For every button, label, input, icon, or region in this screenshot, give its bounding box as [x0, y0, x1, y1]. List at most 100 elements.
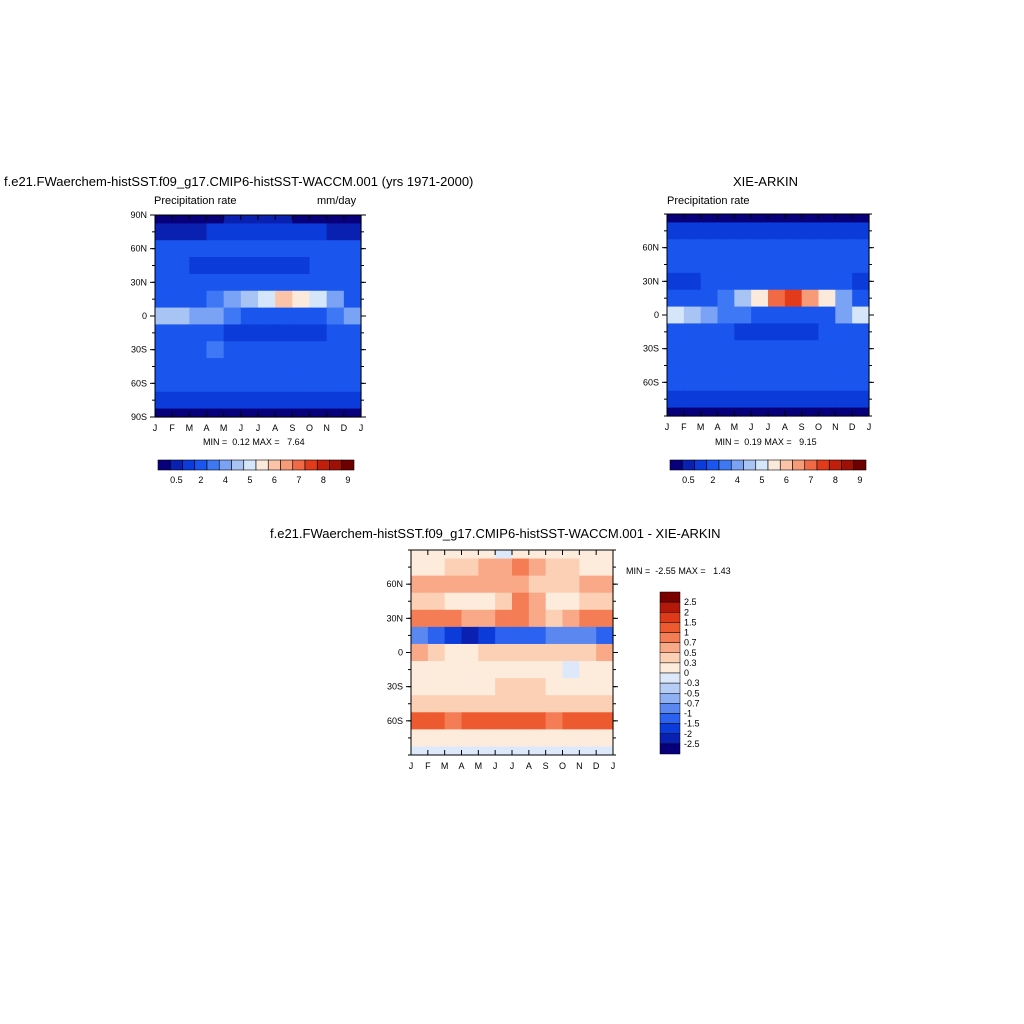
heat-cell [155, 223, 173, 241]
heat-cell [461, 558, 479, 577]
heat-cell [461, 643, 479, 662]
heat-cell [240, 391, 259, 410]
heat-cell [427, 695, 446, 713]
colorbar-swatch [743, 459, 757, 471]
heat-cell [751, 256, 769, 274]
heat-cell [495, 643, 513, 662]
heat-cell [258, 273, 276, 292]
heat-cell [223, 374, 242, 393]
heat-cell [528, 729, 547, 748]
heat-cell [683, 239, 702, 257]
heat-cell [495, 550, 513, 560]
heat-cell [512, 643, 530, 662]
heat-cell [818, 323, 836, 341]
heat-cell [852, 239, 870, 257]
heat-cell [172, 374, 190, 393]
heat-cell [667, 340, 685, 358]
heat-cell [309, 240, 328, 258]
heat-cell [240, 358, 259, 376]
heat-cell [461, 695, 479, 713]
colorbar-label: 0.7 [684, 638, 697, 648]
heat-cell [240, 273, 259, 292]
heat-cell [596, 643, 614, 662]
heat-cell [223, 341, 242, 359]
heat-cell [562, 661, 580, 679]
heat-cell [223, 257, 242, 275]
heat-cell [309, 341, 328, 359]
heat-cell [683, 289, 702, 308]
x-tick-label: S [799, 422, 805, 432]
heat-cell [444, 550, 463, 560]
heat-cell [717, 214, 735, 224]
colorbar-swatch [206, 459, 220, 471]
heat-cell [717, 390, 735, 409]
colorbar-label: -1 [684, 709, 692, 719]
colorbar-swatch [231, 459, 245, 471]
colorbar-label: -2 [684, 729, 692, 739]
heat-cell [545, 678, 564, 696]
heat-cell [206, 408, 225, 418]
heat-cell [768, 222, 786, 240]
heat-cell [427, 643, 446, 662]
heat-cell [189, 257, 208, 275]
heat-cell [528, 695, 547, 713]
heat-cell [292, 391, 311, 410]
heat-cell [326, 358, 345, 376]
heat-cell [512, 609, 530, 628]
heat-cell [343, 324, 362, 342]
panel2-title: XIE-ARKIN [733, 174, 799, 189]
heat-cell [189, 391, 208, 410]
panel1-variable-label: Precipitation rate [154, 195, 237, 207]
heat-cell [206, 358, 225, 376]
heat-cell [444, 712, 463, 730]
heat-cell [411, 558, 429, 577]
heat-cell [461, 678, 479, 696]
panel1-max-value: 7.64 [287, 437, 305, 447]
heat-cell [223, 391, 242, 410]
heat-cell [240, 223, 259, 241]
heat-cell [495, 626, 513, 645]
heat-cell [258, 215, 276, 225]
heat-cell [818, 222, 836, 240]
heat-cell [596, 592, 614, 611]
heat-cell [784, 373, 803, 392]
heat-cell [717, 323, 735, 341]
colorbar-label: 2 [684, 607, 689, 617]
x-tick-label: A [526, 761, 532, 771]
heat-cell [172, 307, 190, 326]
heat-cell [512, 575, 530, 594]
heat-cell [801, 407, 820, 417]
heat-cell [478, 558, 496, 577]
x-tick-label: F [169, 423, 175, 433]
x-tick-label: J [510, 761, 515, 771]
heat-cell [427, 729, 446, 748]
heat-cell [835, 222, 853, 240]
heat-cell [292, 215, 311, 225]
heat-cell [768, 289, 786, 308]
heat-cell [545, 729, 564, 748]
y-tick-label: 60S [131, 378, 147, 388]
heat-cell [562, 746, 580, 756]
heat-cell [667, 390, 685, 409]
colorbar-swatch [243, 459, 257, 471]
heat-cell [528, 550, 547, 560]
heat-cell [240, 374, 259, 393]
heat-cell [223, 290, 242, 309]
heat-cell [223, 307, 242, 326]
heat-cell [495, 695, 513, 713]
panel2-max-value: 9.15 [799, 437, 817, 447]
heat-cell [326, 223, 345, 241]
colorbar-label: 5 [759, 475, 764, 485]
colorbar-swatch [792, 459, 806, 471]
heat-cell [852, 256, 870, 274]
heat-cell [734, 357, 752, 375]
heat-cell [495, 678, 513, 696]
heat-cell [292, 290, 311, 309]
heat-cell [562, 712, 580, 730]
heat-cell [852, 289, 870, 308]
heat-cell [818, 357, 836, 375]
heat-cell [309, 257, 328, 275]
